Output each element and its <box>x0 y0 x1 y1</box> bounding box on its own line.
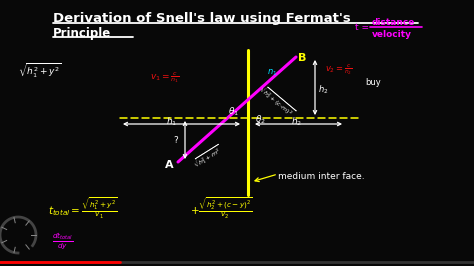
Text: $+\frac{\sqrt{h_2^2+(c-y)^2}}{v_2}$: $+\frac{\sqrt{h_2^2+(c-y)^2}}{v_2}$ <box>190 196 253 221</box>
Text: $\theta_2$: $\theta_2$ <box>255 113 266 126</box>
Text: buy: buy <box>365 78 381 87</box>
Text: $t_{total}=\frac{\sqrt{h_1^2+y^2}}{v_1}$: $t_{total}=\frac{\sqrt{h_1^2+y^2}}{v_1}$ <box>48 196 118 221</box>
Text: $v_1=\frac{c}{n_1}$: $v_1=\frac{c}{n_1}$ <box>150 70 180 85</box>
Text: $\sqrt{h_1^2+y^2}$: $\sqrt{h_1^2+y^2}$ <box>18 62 62 80</box>
Text: $\sqrt{h_2^2+(c\text{-}m)^2}$: $\sqrt{h_2^2+(c\text{-}m)^2}$ <box>255 82 297 120</box>
Text: $\sqrt{h_1^2+m^2}$: $\sqrt{h_1^2+m^2}$ <box>190 143 225 172</box>
Text: B: B <box>298 53 306 63</box>
Text: $n_1$: $n_1$ <box>267 68 277 78</box>
Text: t =: t = <box>355 23 369 32</box>
Text: velocity: velocity <box>372 30 412 39</box>
Text: Principle: Principle <box>53 27 111 40</box>
Text: $\theta_1$: $\theta_1$ <box>228 105 239 118</box>
Text: $v_2=\frac{c}{n_2}$: $v_2=\frac{c}{n_2}$ <box>325 62 353 77</box>
Text: medium inter face.: medium inter face. <box>278 172 365 181</box>
Text: distance: distance <box>372 18 415 27</box>
Text: $h_1$: $h_1$ <box>166 115 178 127</box>
Text: $\frac{dt_{total}}{dy}$: $\frac{dt_{total}}{dy}$ <box>52 232 73 252</box>
Text: ?: ? <box>173 136 178 145</box>
Text: $h_2$: $h_2$ <box>318 83 328 95</box>
Text: Derivation of Snell's law using Fermat's: Derivation of Snell's law using Fermat's <box>53 12 351 25</box>
Text: $h_2$: $h_2$ <box>292 115 302 127</box>
Text: A: A <box>165 160 173 170</box>
